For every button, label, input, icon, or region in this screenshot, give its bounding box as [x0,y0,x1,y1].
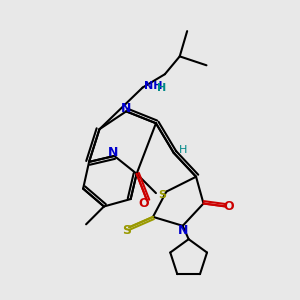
Text: H: H [157,82,167,93]
Text: H: H [178,145,187,155]
Text: N: N [121,102,131,115]
Text: O: O [224,200,234,213]
Text: S: S [158,190,166,200]
Text: S: S [122,224,131,237]
Text: N: N [108,146,118,160]
Text: NH: NH [144,81,162,91]
Text: O: O [139,197,149,210]
Text: N: N [178,224,188,237]
